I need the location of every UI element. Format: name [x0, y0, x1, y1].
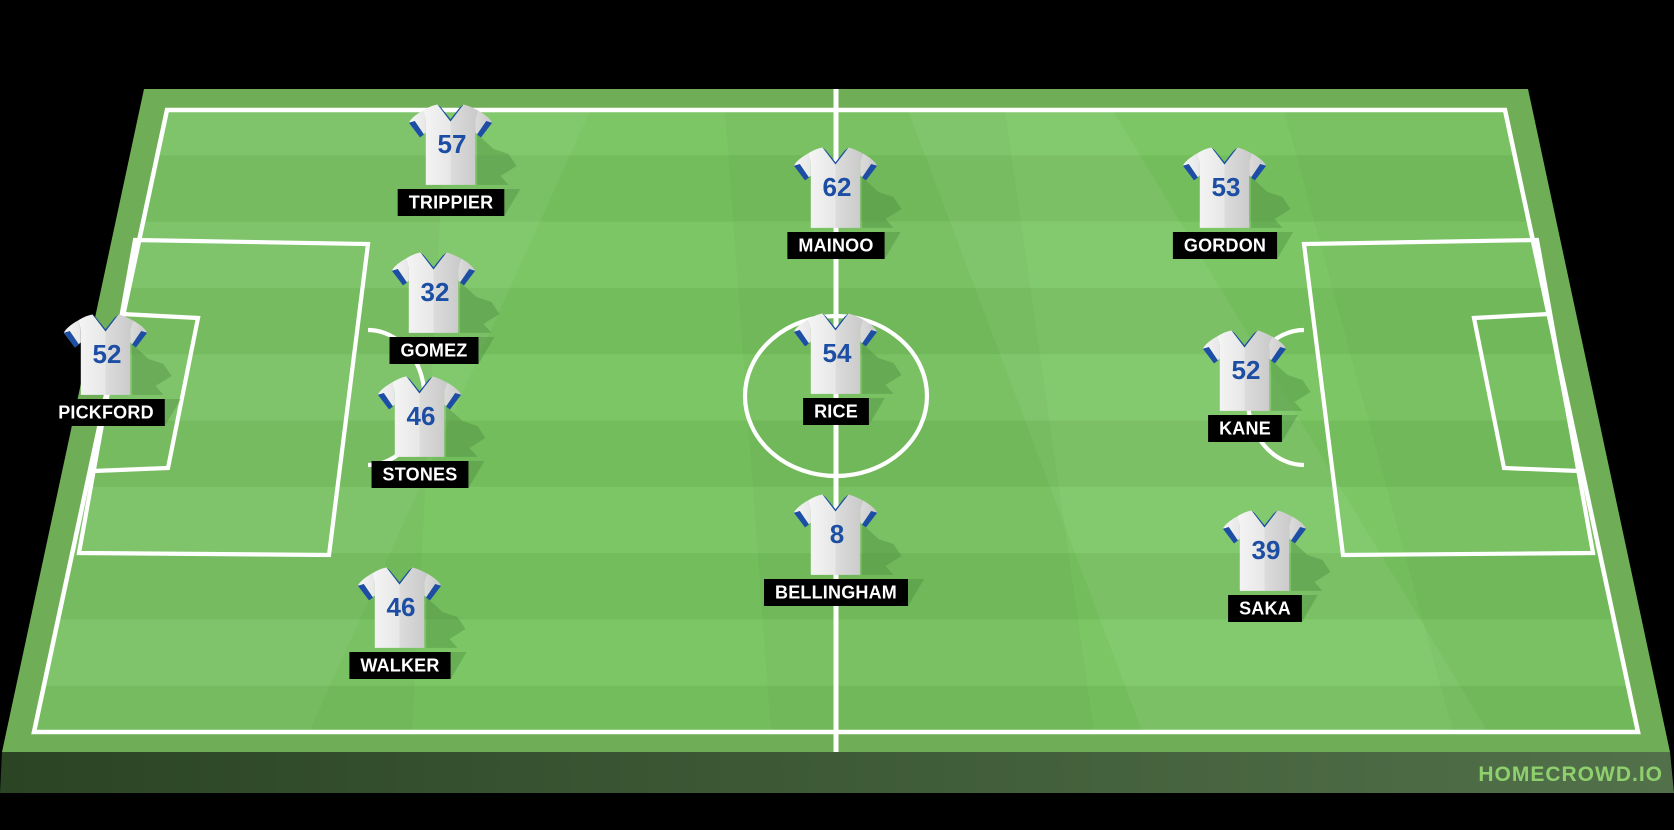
svg-text:TRIPPIER: TRIPPIER [409, 193, 494, 213]
svg-text:SAKA: SAKA [1239, 599, 1291, 619]
svg-text:STONES: STONES [383, 465, 458, 485]
svg-text:KANE: KANE [1219, 419, 1271, 439]
svg-text:46: 46 [407, 401, 436, 431]
svg-text:PICKFORD: PICKFORD [58, 403, 154, 423]
svg-text:BELLINGHAM: BELLINGHAM [775, 583, 897, 603]
svg-text:8: 8 [830, 519, 844, 549]
svg-text:46: 46 [387, 592, 416, 622]
svg-text:HOMECROWD.IO: HOMECROWD.IO [1478, 763, 1663, 786]
svg-text:GOMEZ: GOMEZ [401, 341, 468, 361]
svg-text:52: 52 [93, 339, 122, 369]
svg-text:39: 39 [1252, 535, 1281, 565]
svg-text:32: 32 [421, 277, 450, 307]
svg-text:54: 54 [823, 338, 852, 368]
svg-text:GORDON: GORDON [1184, 236, 1266, 256]
svg-text:53: 53 [1212, 172, 1241, 202]
svg-text:52: 52 [1232, 355, 1261, 385]
svg-text:62: 62 [823, 172, 852, 202]
svg-text:RICE: RICE [814, 402, 858, 422]
svg-text:MAINOO: MAINOO [798, 236, 873, 256]
svg-text:WALKER: WALKER [360, 656, 439, 676]
svg-text:57: 57 [438, 129, 467, 159]
